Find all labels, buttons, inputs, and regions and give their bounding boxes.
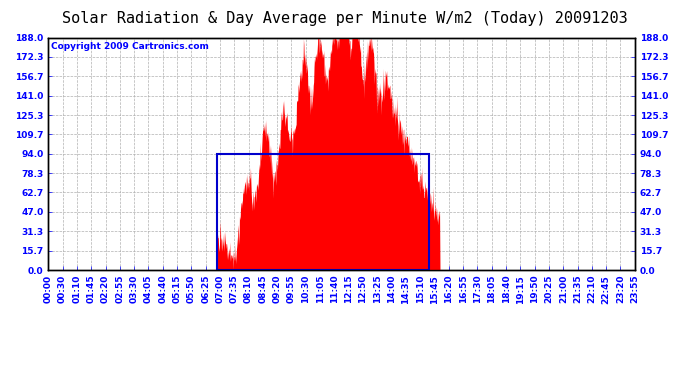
Text: Solar Radiation & Day Average per Minute W/m2 (Today) 20091203: Solar Radiation & Day Average per Minute… — [62, 11, 628, 26]
Text: Copyright 2009 Cartronics.com: Copyright 2009 Cartronics.com — [51, 42, 209, 51]
Bar — [217, 154, 429, 270]
